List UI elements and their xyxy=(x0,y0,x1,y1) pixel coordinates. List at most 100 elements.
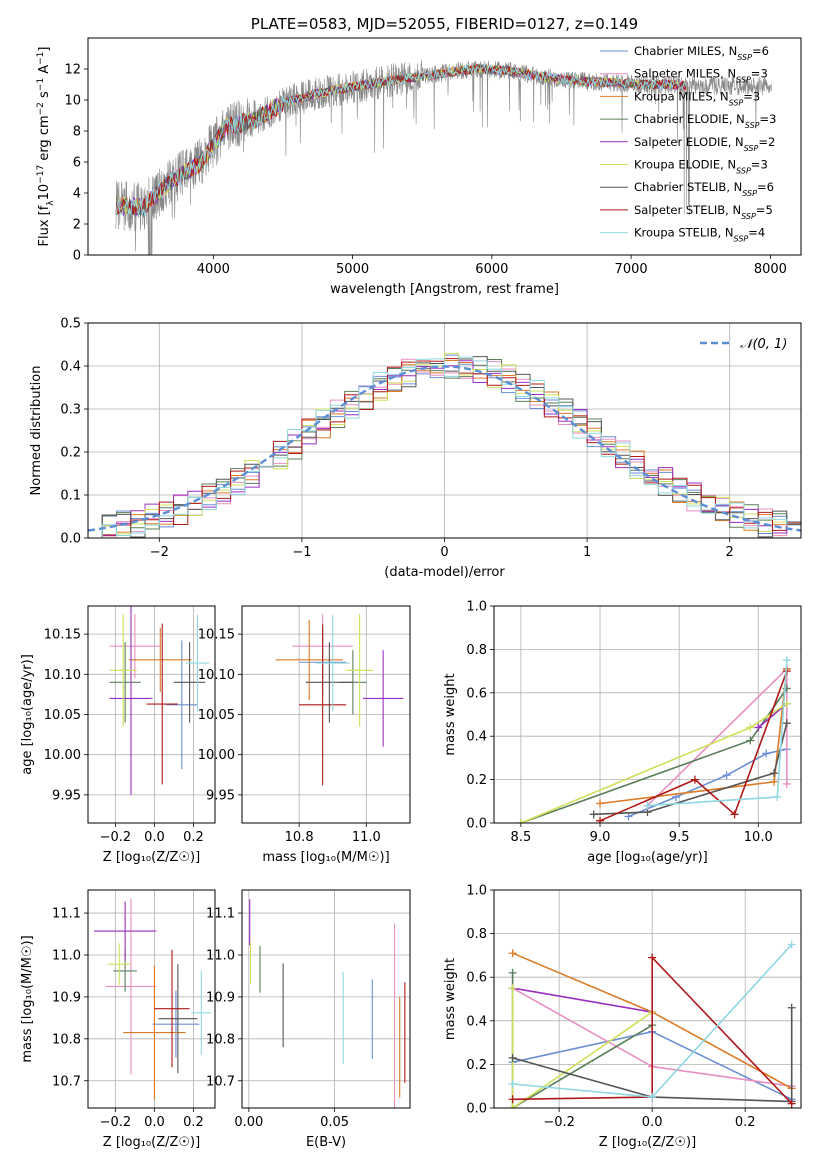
weight-marker xyxy=(516,819,525,823)
model-line-salpeter-stelib xyxy=(115,63,687,215)
mass-weight-vs-z-panel: −0.2 0.0 0.2 0.0 0.2 0.4 0.6 0.8 1.0 Z [log₁₀(Z/Z… xyxy=(443,884,802,1150)
legend-equals: = xyxy=(756,203,766,217)
x-tick-label: 6000 xyxy=(475,262,508,277)
x-tick-label: 0.00 xyxy=(234,1115,263,1130)
y-tick-label: 10.00 xyxy=(44,748,81,763)
y-tick-label: 0.4 xyxy=(466,730,487,745)
x-axis-label: Z [log₁₀(Z/Z☉)] xyxy=(103,850,200,865)
legend-entry: Salpeter ELODIE, NSSP=2 xyxy=(634,135,775,153)
legend-n-value: 3 xyxy=(769,112,776,126)
weight-marker xyxy=(787,940,796,949)
y-tick-label: 9.95 xyxy=(206,788,235,803)
y-tick-label: 1.0 xyxy=(466,884,487,899)
y-tick-label: 4 xyxy=(73,187,81,202)
y-tick-label: 0.2 xyxy=(466,773,487,788)
legend-n-prefix: , N xyxy=(726,180,742,194)
legend-n-sub: SSP xyxy=(745,121,760,130)
weight-marker xyxy=(508,949,517,958)
mass-vs-Z-plot-area xyxy=(93,898,212,1100)
x-tick-label: 7000 xyxy=(615,262,648,277)
x-tick-label: 0.0 xyxy=(642,1115,663,1130)
normal-distribution-curve xyxy=(88,365,801,532)
y-tick-label: 0.6 xyxy=(466,971,487,986)
legend-n-sub: SSP xyxy=(734,234,749,243)
weight-marker xyxy=(690,775,699,784)
mass-vs-ebv-gridlines xyxy=(242,890,410,1108)
axes-frame xyxy=(493,605,802,824)
weight-marker xyxy=(746,736,755,745)
legend-name: Salpeter MILES xyxy=(634,67,720,81)
age-vs-z-panel: −0.2 0.0 0.2 9.95 10.00 10.05 10.10 10.15 Z [log… xyxy=(20,605,216,865)
y-tick-label: 10.05 xyxy=(198,708,235,723)
legend-name: Chabrier STELIB xyxy=(634,180,726,194)
legend-entry: Kroupa STELIB, NSSP=4 xyxy=(634,226,765,244)
mass-weight-vs-age-plot-area xyxy=(516,656,791,823)
x-tick-label: 8.5 xyxy=(511,830,532,845)
weight-marker xyxy=(643,801,652,810)
x-axis-label: Z [log₁₀(Z/Z☉)] xyxy=(103,1135,200,1150)
x-tick-label: 0.2 xyxy=(735,1115,756,1130)
y-label-part: 10 xyxy=(37,184,52,201)
y-tick-label: 0.0 xyxy=(466,817,487,832)
y-tick-label: 0 xyxy=(73,249,81,264)
legend-entry: Kroupa MILES, NSSP=3 xyxy=(634,89,760,107)
legend-n-value: 4 xyxy=(758,226,765,240)
legend-equals: = xyxy=(758,135,768,149)
x-axis-label: mass [log₁₀(M/M☉)] xyxy=(262,850,389,865)
age-vs-mass-gridlines xyxy=(242,606,410,823)
weight-marker xyxy=(787,1099,796,1108)
model-line-kroupa-stelib xyxy=(115,63,687,217)
x-axis-label: (data-model)/error xyxy=(384,565,505,580)
weight-marker xyxy=(508,968,517,977)
y-axis-label: mass weight xyxy=(443,958,458,1040)
weight-marker xyxy=(596,816,605,823)
x-tick-label: −0.2 xyxy=(100,1115,132,1130)
legend-n-value: 6 xyxy=(762,44,769,58)
weight-marker xyxy=(624,812,633,821)
weight-line-salpeter-stelib xyxy=(599,670,788,822)
x-axis-label: wavelength [Angstrom, rest frame] xyxy=(330,282,559,297)
legend-n-value: 3 xyxy=(760,158,767,172)
weight-marker xyxy=(773,792,782,801)
legend-n-sub: SSP xyxy=(742,189,757,198)
y-axis-label: mass weight xyxy=(443,673,458,755)
weight-marker xyxy=(782,779,791,788)
axes-frame xyxy=(241,605,411,824)
y-tick-label: 0.6 xyxy=(466,686,487,701)
age-vs-mass-panel: 10.8 11.0 9.95 10.00 10.05 10.10 10.15 mass [lo… xyxy=(198,605,411,865)
y-tick-label: 10 xyxy=(64,94,81,109)
y-label-part: ] xyxy=(37,47,52,52)
y-label-part: −1 xyxy=(36,52,46,65)
spectrum-panel: 4000 5000 6000 7000 8000 0 2 4 6 8 10 12 wavelength … xyxy=(36,37,802,297)
x-tick-label: 0.2 xyxy=(183,830,204,845)
axes-frame xyxy=(87,889,216,1109)
mass-vs-ebv-plot-area xyxy=(249,899,406,1108)
mass-vs-z-panel: −0.2 0.0 0.2 10.7 10.8 10.9 11.0 11.1 Z [log₁₀(Z… xyxy=(20,889,216,1150)
legend-n-prefix: , N xyxy=(720,158,736,172)
mass-vs-Z-gridlines xyxy=(88,890,215,1108)
x-tick-label: 9.0 xyxy=(590,830,611,845)
x-axis-label: Z [log₁₀(Z/Z☉)] xyxy=(599,1135,696,1150)
legend-n-sub: SSP xyxy=(737,53,752,62)
axes-frame xyxy=(493,889,802,1109)
y-axis-label: Normed distribution xyxy=(29,366,44,496)
x-tick-label: 2 xyxy=(726,545,734,560)
x-axis-label: E(B-V) xyxy=(306,1135,346,1150)
y-tick-label: 0.2 xyxy=(60,446,81,461)
mass-vs-ebv-panel: 0.00 0.05 10.7 10.8 10.9 11.0 11.1 E(B-V) xyxy=(206,889,411,1150)
x-tick-label: 10.8 xyxy=(285,830,314,845)
legend-equals: = xyxy=(751,158,761,172)
weight-marker xyxy=(508,1053,517,1062)
y-tick-label: 10.7 xyxy=(206,1074,235,1089)
x-tick-label: −2 xyxy=(150,545,169,560)
legend-n-value: 5 xyxy=(765,203,772,217)
x-tick-label: 10.0 xyxy=(744,830,773,845)
legend-name: Kroupa ELODIE xyxy=(634,158,720,172)
weight-marker xyxy=(730,810,739,819)
weight-line-chabrier-elodie xyxy=(511,972,653,1108)
y-tick-label: 2 xyxy=(73,218,81,233)
y-label-part: erg cm xyxy=(37,115,52,164)
weight-marker xyxy=(787,1003,796,1012)
y-tick-label: 0.4 xyxy=(466,1014,487,1029)
x-tick-label: 0.0 xyxy=(144,830,165,845)
